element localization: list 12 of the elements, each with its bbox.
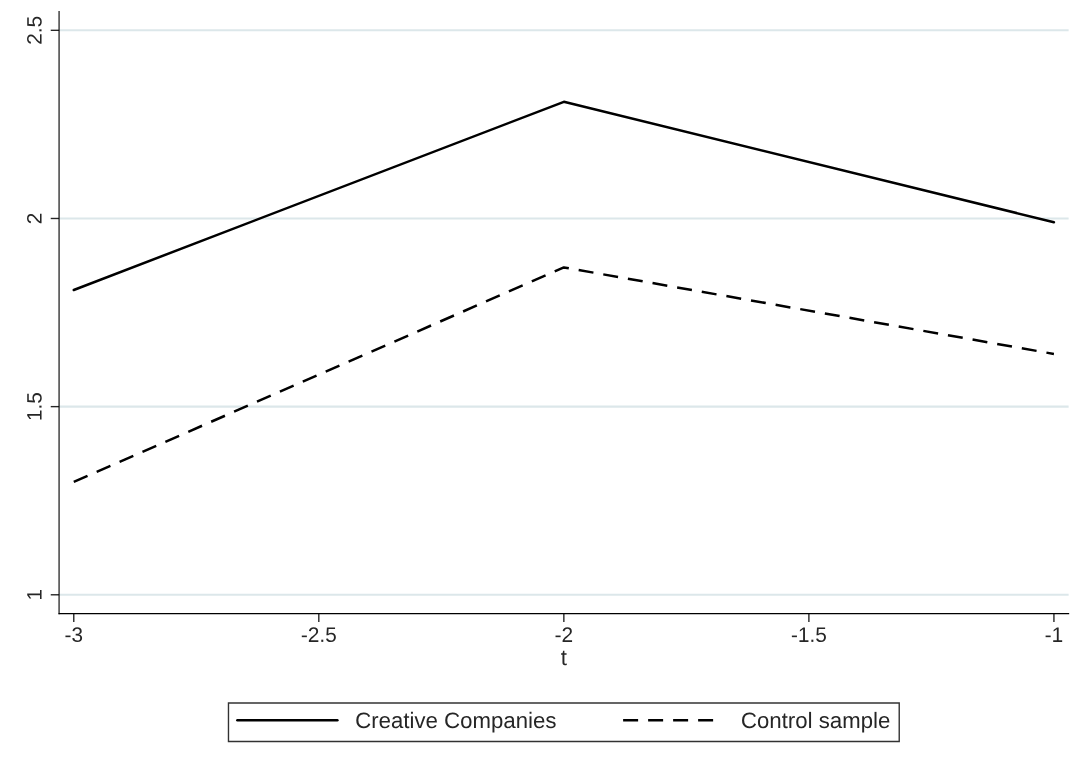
y-tick-label: 2 <box>27 213 42 224</box>
x-axis-title: t <box>561 650 567 666</box>
x-tick-label: -2.5 <box>301 627 336 643</box>
x-tick-label: -1.5 <box>791 627 826 643</box>
y-tick-label: 1 <box>27 590 42 599</box>
x-tick-label: -2 <box>555 627 573 642</box>
x-tick-label: -1 <box>1045 627 1063 642</box>
y-tick-label: 1.5 <box>27 393 42 420</box>
legend-label: Creative Companies <box>356 711 556 733</box>
legend-label: Control sample <box>742 711 890 733</box>
y-tick-label: 2.5 <box>27 16 42 44</box>
x-tick-label: -3 <box>65 627 83 643</box>
